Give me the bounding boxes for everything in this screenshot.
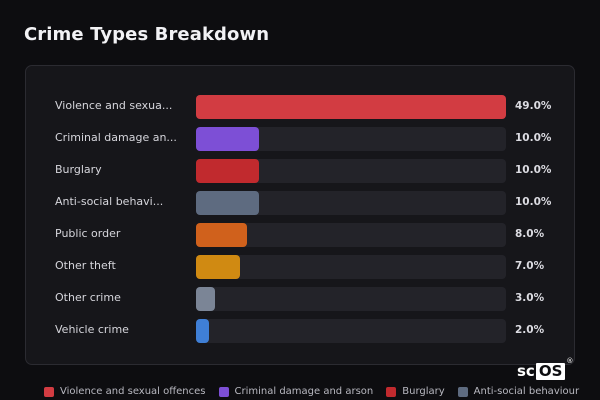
bar-row: Burglary 10.0%: [26, 159, 576, 183]
legend-swatch: [218, 386, 229, 397]
bar-category-label: Public order: [55, 227, 121, 240]
bar-value-label: 8.0%: [515, 228, 545, 240]
bar: [196, 255, 240, 279]
legend-label: Criminal damage and arson: [234, 386, 374, 397]
bar-category-label: Vehicle crime: [55, 323, 129, 336]
bar-category-label: Other theft: [55, 259, 116, 272]
bar-track: [196, 95, 506, 119]
bar-track: [196, 287, 506, 311]
bar-category-label: Anti-social behavi...: [55, 195, 164, 208]
legend-swatch: [457, 386, 468, 397]
bar-row: Anti-social behavi... 10.0%: [26, 191, 576, 215]
bar-value-label: 10.0%: [515, 164, 552, 176]
legend-item: Criminal damage and arson: [218, 386, 374, 397]
legend-swatch: [44, 386, 54, 397]
bar-value-label: 7.0%: [515, 260, 545, 272]
bar-row: Vehicle crime 2.0%: [26, 319, 576, 343]
bar-track: [196, 191, 506, 215]
scos-logo: sc OS ®: [517, 357, 574, 380]
bar-row: Other theft 7.0%: [26, 255, 576, 279]
bar-row: Other crime 3.0%: [26, 287, 576, 311]
bar-row: Criminal damage an... 10.0%: [26, 127, 576, 151]
chart-card: Violence and sexua... 49.0% Criminal damag…: [25, 65, 575, 365]
bar-category-label: Burglary: [55, 163, 102, 176]
bar: [196, 319, 209, 343]
bar-track: [196, 319, 506, 343]
bar-category-label: Criminal damage an...: [55, 131, 177, 144]
bar-track: [196, 223, 506, 247]
legend-item: Anti-social behaviour: [457, 386, 580, 397]
legend-item: Violence and sexual offences: [44, 386, 206, 397]
bar-value-label: 49.0%: [515, 100, 552, 112]
legend-label: Violence and sexual offences: [60, 386, 206, 397]
chart-title: Crime Types Breakdown: [24, 24, 270, 45]
bar-category-label: Violence and sexua...: [55, 99, 173, 112]
bar: [196, 287, 215, 311]
bar: [196, 223, 247, 247]
bar-row: Public order 8.0%: [26, 223, 576, 247]
legend-swatch: [386, 386, 397, 397]
bar-category-label: Other crime: [55, 291, 121, 304]
bar: [196, 127, 259, 151]
legend-label: Anti-social behaviour: [473, 386, 580, 397]
bar-value-label: 3.0%: [515, 292, 545, 304]
bar-value-label: 10.0%: [515, 196, 552, 208]
bar: [196, 95, 506, 119]
bar-value-label: 10.0%: [515, 132, 552, 144]
bar: [196, 191, 259, 215]
registered-mark: ®: [566, 357, 574, 365]
logo-boxed-text: OS: [535, 363, 566, 380]
bar-value-label: 2.0%: [515, 324, 545, 336]
bar: [196, 159, 259, 183]
bar-track: [196, 127, 506, 151]
bar-row: Violence and sexua... 49.0%: [26, 95, 576, 119]
legend-item: Burglary: [386, 386, 445, 397]
legend-label: Burglary: [402, 386, 445, 397]
bar-track: [196, 159, 506, 183]
logo-prefix: sc: [517, 362, 535, 380]
bar-track: [196, 255, 506, 279]
chart-legend: Violence and sexual offences Criminal dam…: [44, 386, 592, 397]
